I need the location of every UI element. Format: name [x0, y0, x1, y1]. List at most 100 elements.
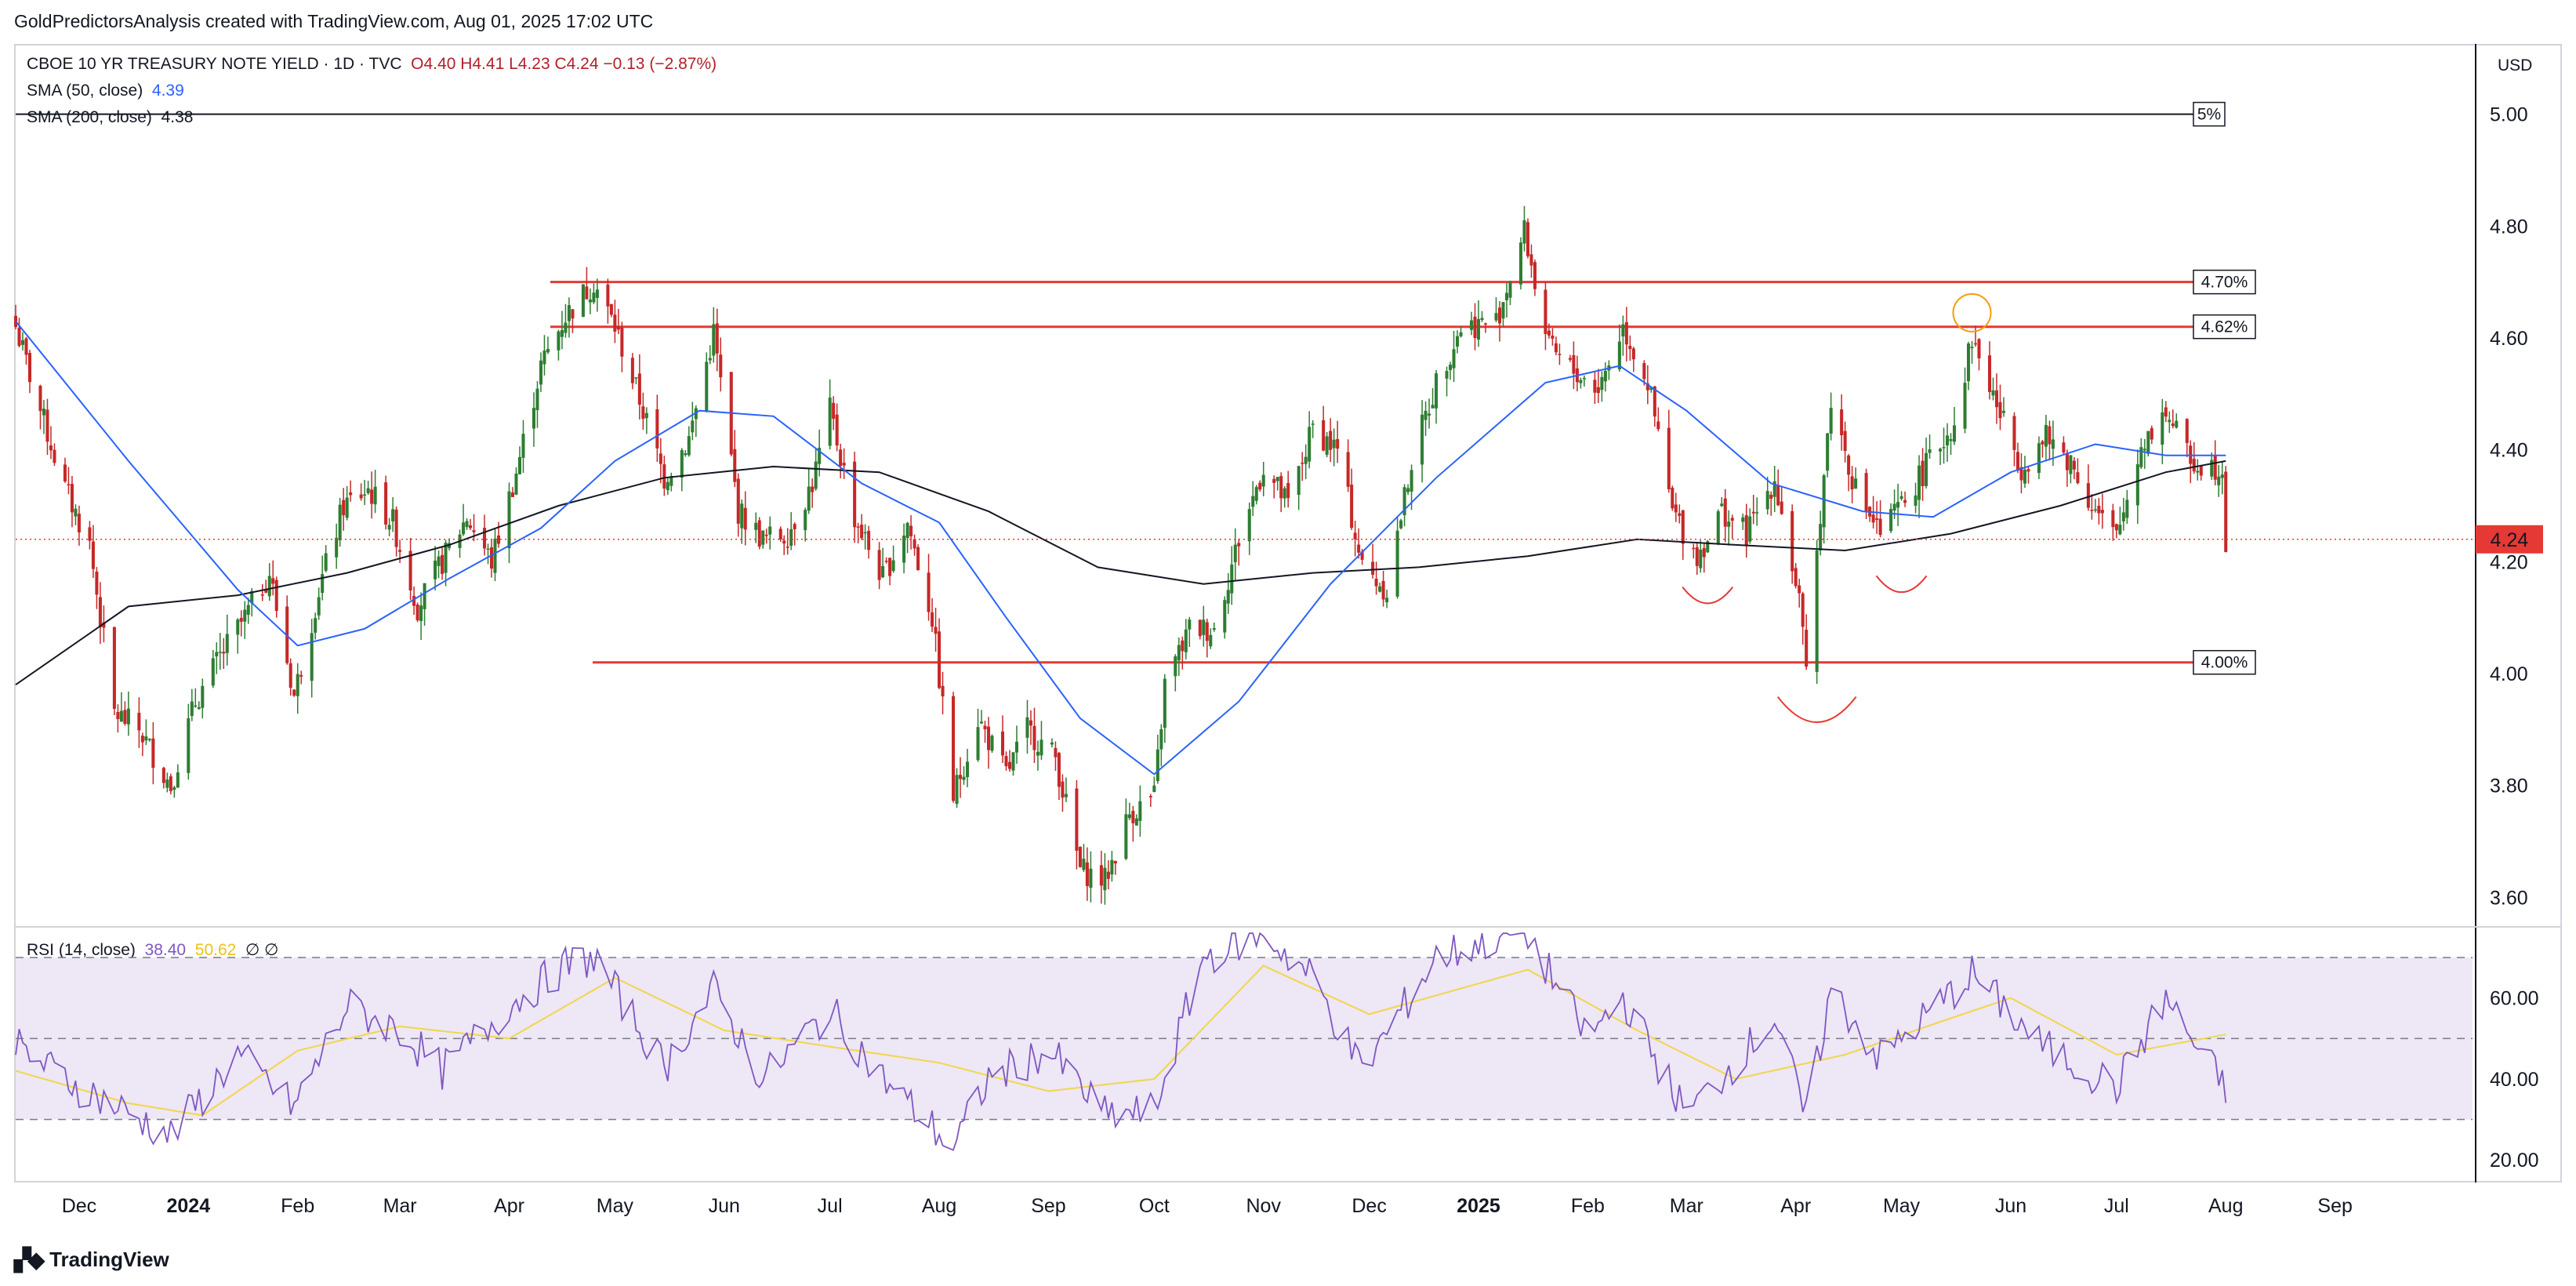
candle[interactable] [592, 292, 596, 303]
candle[interactable] [1671, 487, 1674, 509]
candle[interactable] [1776, 485, 1780, 506]
candle[interactable] [1551, 335, 1555, 339]
candle[interactable] [1914, 495, 1917, 506]
candle[interactable] [119, 710, 123, 722]
candle[interactable] [941, 685, 945, 697]
candle[interactable] [1124, 814, 1128, 859]
candle[interactable] [666, 481, 669, 491]
candle[interactable] [1942, 447, 1946, 449]
candle[interactable] [1371, 561, 1375, 575]
candle[interactable] [194, 705, 198, 707]
candle[interactable] [521, 434, 525, 458]
candle[interactable] [1963, 383, 1967, 429]
candle[interactable] [67, 484, 71, 486]
candle[interactable] [1473, 316, 1477, 338]
candle[interactable] [740, 503, 744, 529]
candle[interactable] [768, 526, 772, 535]
candle[interactable] [1078, 846, 1082, 867]
candle[interactable] [260, 594, 264, 596]
candle[interactable] [359, 494, 363, 499]
candle[interactable] [535, 388, 539, 411]
candle[interactable] [807, 486, 811, 511]
candle[interactable] [634, 377, 638, 379]
candle[interactable] [931, 612, 934, 627]
candle[interactable] [2076, 472, 2080, 484]
candle[interactable] [1681, 510, 1685, 544]
candle[interactable] [1127, 814, 1131, 819]
candle[interactable] [2019, 467, 2023, 481]
candle[interactable] [1336, 438, 1340, 449]
candle[interactable] [1917, 465, 1921, 500]
candle[interactable] [938, 631, 942, 688]
candle[interactable] [1374, 578, 1378, 587]
candle[interactable] [296, 674, 299, 696]
candle[interactable] [1973, 343, 1978, 345]
candle[interactable] [1064, 794, 1068, 797]
candle[interactable] [1526, 222, 1529, 256]
candle[interactable] [441, 554, 444, 574]
candle[interactable] [274, 579, 278, 612]
candle[interactable] [976, 727, 980, 761]
candle[interactable] [2100, 510, 2104, 514]
sma200-label[interactable]: SMA (200, close) [27, 108, 152, 126]
candle[interactable] [1674, 504, 1678, 513]
candle[interactable] [1896, 502, 1900, 508]
candle[interactable] [1596, 387, 1600, 394]
candle[interactable] [1103, 867, 1107, 891]
candle[interactable] [1233, 544, 1237, 562]
candle[interactable] [2150, 428, 2153, 440]
candle[interactable] [733, 449, 737, 482]
candle[interactable] [1424, 410, 1428, 420]
candle[interactable] [853, 461, 857, 528]
candle[interactable] [1994, 390, 1999, 408]
candle[interactable] [292, 689, 296, 696]
candle[interactable] [415, 604, 419, 621]
pattern-arc[interactable] [1776, 696, 1857, 724]
candle[interactable] [902, 536, 906, 563]
candle[interactable] [2146, 430, 2150, 454]
candle[interactable] [317, 597, 321, 616]
candle[interactable] [53, 449, 56, 463]
candle[interactable] [63, 464, 67, 481]
candle[interactable] [818, 448, 822, 464]
candle[interactable] [793, 524, 796, 529]
candle[interactable] [2142, 449, 2146, 451]
candle[interactable] [1198, 619, 1202, 637]
candle[interactable] [1181, 640, 1185, 652]
candle[interactable] [74, 508, 78, 517]
candle[interactable] [144, 736, 148, 741]
candle[interactable] [983, 725, 987, 729]
candle[interactable] [1163, 678, 1166, 728]
candle[interactable] [1322, 420, 1326, 451]
candle[interactable] [1653, 386, 1656, 417]
candle[interactable] [1829, 408, 1833, 434]
sma50-line[interactable] [15, 320, 2226, 776]
candle[interactable] [1678, 513, 1682, 516]
candle[interactable] [2121, 512, 2125, 521]
candle[interactable] [507, 491, 511, 549]
candle[interactable] [1702, 547, 1706, 558]
candle[interactable] [2139, 447, 2143, 467]
candle[interactable] [691, 420, 695, 433]
candle[interactable] [246, 605, 250, 615]
candle[interactable] [785, 546, 789, 548]
sma50-label[interactable]: SMA (50, close) [27, 82, 143, 100]
candle[interactable] [1029, 720, 1032, 726]
candle[interactable] [444, 543, 448, 573]
candle[interactable] [669, 475, 673, 486]
candle[interactable] [905, 522, 909, 539]
candle[interactable] [169, 776, 172, 791]
pattern-arc[interactable] [1875, 575, 1928, 594]
candle[interactable] [1272, 478, 1276, 483]
candle[interactable] [434, 560, 437, 579]
candle[interactable] [832, 402, 836, 419]
candle[interactable] [2044, 424, 2048, 447]
candle[interactable] [288, 663, 292, 688]
candle[interactable] [1014, 741, 1019, 753]
candle[interactable] [2051, 439, 2055, 449]
candle[interactable] [595, 289, 599, 298]
candle[interactable] [2164, 407, 2168, 417]
candle[interactable] [408, 550, 412, 590]
candle[interactable] [1209, 634, 1213, 647]
candle[interactable] [1727, 521, 1731, 527]
